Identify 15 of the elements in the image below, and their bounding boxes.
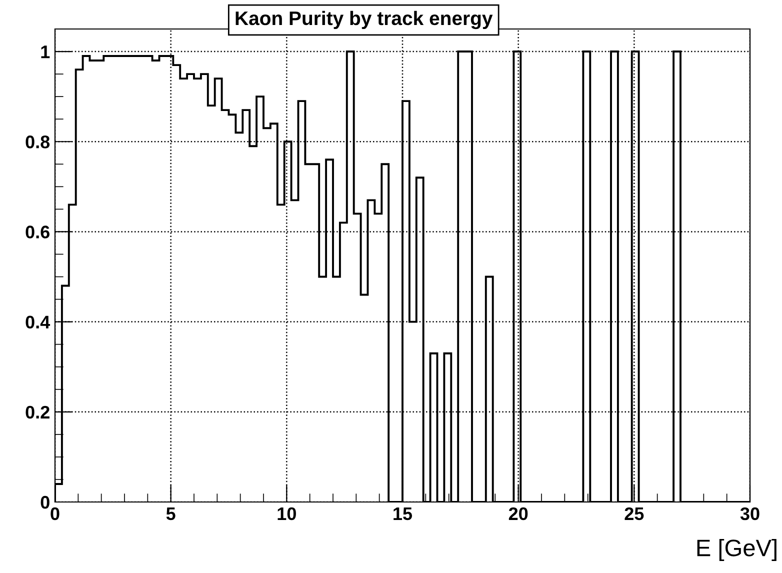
x-tick-label: 0 — [50, 507, 60, 520]
y-tick-label: 0.2 — [26, 406, 50, 419]
y-tick-label: 1 — [41, 46, 50, 58]
x-tick-label: 15 — [394, 508, 412, 520]
chart-title: Kaon Purity by track energy — [236, 10, 493, 30]
y-tick-label: 0 — [40, 496, 50, 509]
y-tick-label: 0.4 — [26, 316, 50, 329]
y-tick-label: 0.8 — [26, 136, 50, 148]
x-tick-label: 30 — [740, 507, 760, 520]
x-tick-label: 20 — [508, 507, 528, 520]
x-tick-label: 10 — [278, 507, 296, 520]
x-axis-title: E [GeV] — [697, 538, 776, 562]
x-tick-label: 5 — [166, 508, 176, 520]
x-tick-label: 25 — [624, 507, 644, 520]
y-tick-label: 0.6 — [26, 226, 50, 238]
